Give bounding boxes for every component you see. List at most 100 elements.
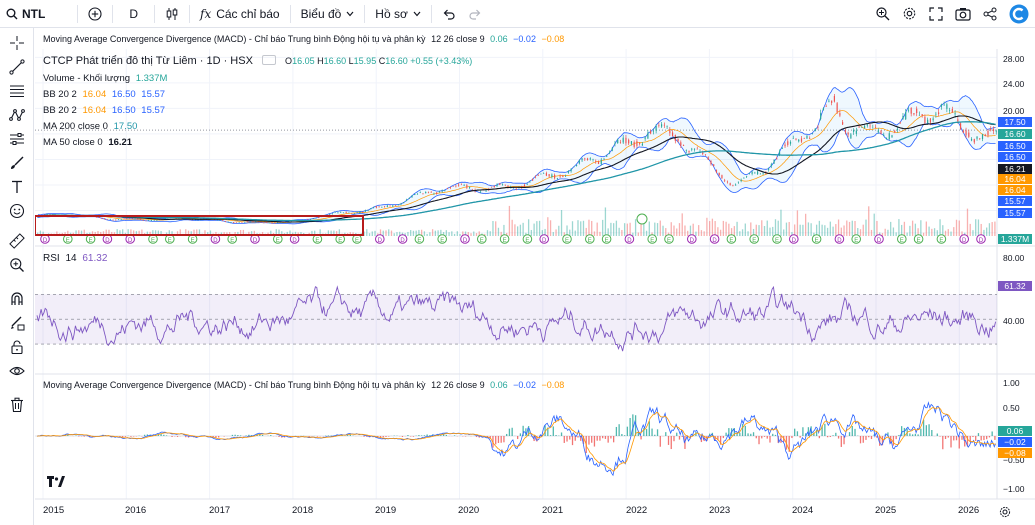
- collapse-legend-icon[interactable]: [261, 55, 276, 65]
- candle-body: [666, 126, 668, 127]
- macd-hist-bar: [892, 436, 895, 446]
- macd-hist-bar: [758, 436, 760, 445]
- macd-legend[interactable]: Moving Average Convergence Divergence (M…: [43, 380, 564, 390]
- volume-bar: [492, 220, 494, 236]
- macd-hist-bar: [122, 436, 124, 438]
- volume-bar: [429, 232, 431, 236]
- undo-button[interactable]: [436, 0, 462, 28]
- stay-drawing-tool[interactable]: [6, 314, 28, 336]
- rsi-legend[interactable]: RSI 14 61.32: [43, 253, 107, 264]
- candle-body: [589, 158, 591, 160]
- volume-legend[interactable]: Volume - Khối lượng 1.337M: [43, 73, 167, 84]
- interval-button[interactable]: D: [117, 0, 150, 28]
- symbol-search[interactable]: NTL: [0, 0, 51, 28]
- interval-label: D: [129, 6, 138, 21]
- quick-search-button[interactable]: [869, 0, 896, 28]
- year-tick: 2019: [375, 505, 397, 516]
- projection-tool[interactable]: [6, 130, 28, 152]
- candle-body: [762, 173, 764, 175]
- volume-bar: [980, 223, 982, 236]
- measure-tool[interactable]: [6, 232, 28, 254]
- settings-button[interactable]: [896, 0, 923, 28]
- fib-tool[interactable]: [6, 82, 28, 104]
- volume-bar: [799, 224, 801, 236]
- bb-legend-2[interactable]: BB 20 2 16.04 16.50 15.57: [43, 105, 165, 116]
- macd-hist-bar: [478, 436, 480, 438]
- marker-label: E: [191, 238, 195, 244]
- chevron-down-icon: [346, 11, 354, 17]
- volume-bar: [953, 227, 955, 236]
- candle-body: [345, 211, 347, 213]
- symbol-legend[interactable]: CTCP Phát triển đô thị Từ Liêm · 1D · HS…: [43, 55, 472, 67]
- earnings-marker: [749, 234, 760, 244]
- macd-hist-bar: [429, 435, 431, 436]
- axis-settings-button[interactable]: [999, 505, 1011, 523]
- crosshair-tool[interactable]: [6, 34, 28, 56]
- candle-body: [433, 193, 435, 195]
- volume-bar: [602, 219, 604, 236]
- volume-bar: [179, 229, 181, 236]
- tradingview-logo[interactable]: [47, 475, 65, 493]
- visibility-tool[interactable]: [6, 362, 28, 384]
- candle-body: [244, 221, 246, 223]
- candle-body: [916, 108, 918, 114]
- volume-bar: [190, 231, 192, 236]
- pattern-tool[interactable]: [6, 106, 28, 128]
- emoji-tool[interactable]: [6, 202, 28, 224]
- macd-hist-bar: [533, 436, 535, 442]
- candle-body: [636, 141, 638, 146]
- profile-menu-button[interactable]: Hồ sơ: [369, 0, 427, 28]
- earnings-marker: [585, 234, 595, 244]
- macd-hist-bar: [673, 436, 675, 442]
- volume-bar: [593, 231, 596, 236]
- macd-hist-bar: [824, 423, 826, 436]
- ma50-legend[interactable]: MA 50 close 0 16.21: [43, 137, 132, 148]
- magnet-tool[interactable]: [6, 290, 28, 312]
- candle-body: [737, 181, 739, 183]
- brush-tool[interactable]: [6, 154, 28, 176]
- macd-hist-bar: [640, 436, 642, 440]
- zoom-tool[interactable]: [6, 256, 28, 278]
- indicators-button[interactable]: fx Các chỉ báo: [194, 0, 286, 28]
- candle-body: [400, 203, 402, 205]
- candle-body: [394, 205, 397, 206]
- compare-button[interactable]: [82, 0, 108, 28]
- ma200-legend[interactable]: MA 200 close 0 17.50: [43, 121, 137, 132]
- volume-bar: [840, 227, 842, 236]
- redo-button[interactable]: [462, 0, 488, 28]
- volume-bar: [909, 225, 911, 236]
- volume-bar: [105, 229, 107, 236]
- candle-body: [899, 122, 901, 124]
- candle-body: [378, 206, 380, 208]
- share-button[interactable]: [977, 0, 1003, 28]
- top-macd-legend[interactable]: Moving Average Convergence Divergence (M…: [43, 34, 564, 44]
- macd-hist-bar: [418, 435, 420, 436]
- candle-body: [702, 152, 704, 155]
- lock-tool[interactable]: [6, 338, 28, 360]
- text-tool[interactable]: [6, 178, 28, 200]
- candle-body: [131, 218, 133, 220]
- bb-legend-1[interactable]: BB 20 2 16.04 16.50 15.57: [43, 89, 165, 100]
- macd-hist-bar: [506, 433, 508, 436]
- trendline-tool[interactable]: [6, 58, 28, 80]
- fullscreen-button[interactable]: [923, 0, 949, 28]
- volume-bar: [818, 220, 821, 236]
- delete-drawings-button[interactable]: [6, 396, 28, 418]
- volume-bar: [319, 229, 321, 236]
- camera-button[interactable]: [949, 0, 977, 28]
- volume-bar: [983, 229, 985, 236]
- volume-bar: [832, 226, 834, 236]
- eye-icon: [9, 363, 25, 384]
- candle-body: [787, 141, 789, 145]
- macd-hist-bar: [292, 436, 294, 437]
- year-tick: 2024: [792, 505, 814, 516]
- macd-hist-bar: [508, 428, 511, 436]
- chart-type-button[interactable]: [159, 0, 185, 28]
- chart-menu-button[interactable]: Biểu đồ: [295, 0, 361, 28]
- candle-body: [337, 212, 339, 214]
- candle-body: [707, 157, 709, 160]
- earnings-marker: [726, 234, 737, 244]
- macd-hist-bar: [865, 436, 867, 440]
